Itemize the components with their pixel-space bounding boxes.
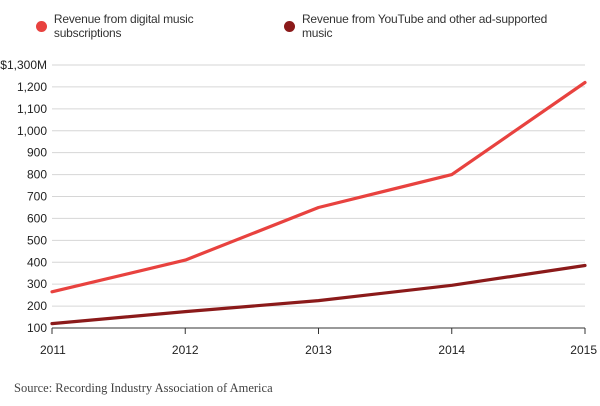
chart-legend: Revenue from digital music subscriptions… (36, 12, 600, 40)
legend-item-ad-supported: Revenue from YouTube and other ad-suppor… (284, 12, 578, 40)
x-tick-label: 2013 (305, 343, 332, 357)
y-tick-label: 500 (27, 233, 47, 247)
legend-marker-subscriptions (36, 20, 47, 32)
legend-label-subscriptions: Revenue from digital music subscriptions (53, 12, 194, 40)
x-tick-label: 2014 (438, 343, 465, 357)
y-tick-label: 1,000 (17, 124, 47, 138)
legend-marker-ad-supported (284, 20, 295, 32)
x-tick-label: 2015 (570, 343, 597, 357)
x-tick-label: 2011 (40, 343, 66, 357)
y-tick-label: 600 (27, 211, 47, 225)
y-tick-label: 1,200 (17, 80, 47, 94)
series-line-subscriptions (50, 80, 587, 294)
source-note: Source: Recording Industry Association o… (14, 381, 273, 395)
y-tick-label: 100 (27, 321, 47, 335)
y-tick-label: 900 (27, 146, 47, 160)
legend-label-ad-supported: Revenue from YouTube and other ad-suppor… (301, 12, 548, 40)
y-tick-label: 400 (27, 255, 47, 269)
legend-item-subscriptions: Revenue from digital music subscriptions (36, 12, 262, 40)
y-tick-label: $1,300M (0, 58, 47, 72)
y-tick-label: 200 (27, 299, 47, 313)
y-tick-label: 300 (27, 277, 47, 291)
x-tick-label: 2012 (172, 343, 199, 357)
y-tick-label: 800 (27, 168, 47, 182)
y-tick-label: 700 (27, 190, 47, 204)
series-line-ad-supported (50, 263, 587, 326)
y-tick-label: 1,100 (17, 102, 47, 116)
